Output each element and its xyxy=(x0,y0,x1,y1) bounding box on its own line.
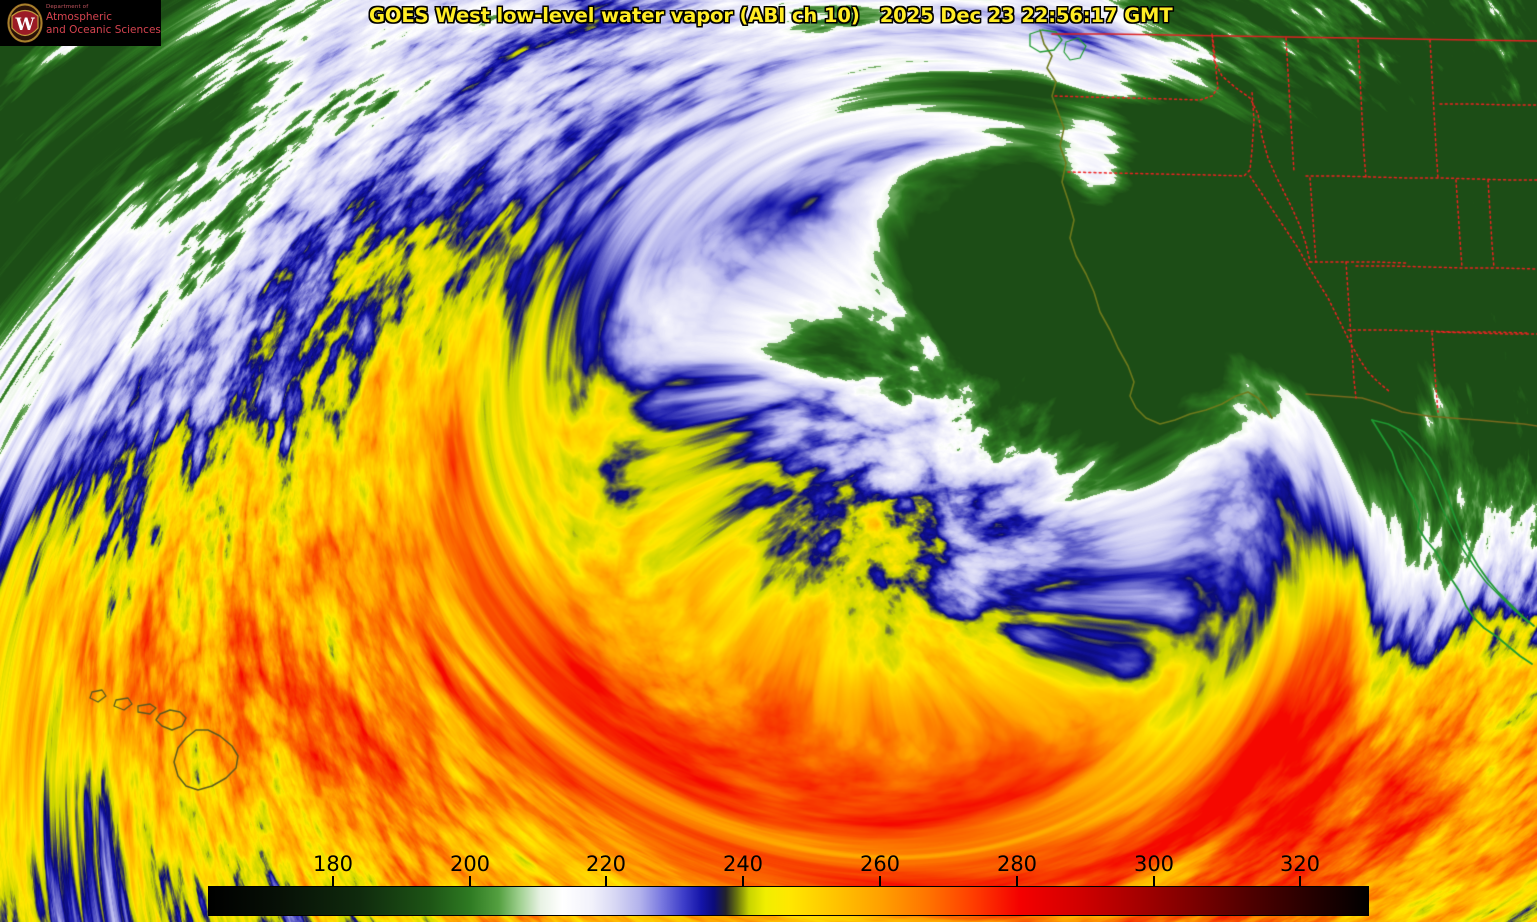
svg-text:W: W xyxy=(14,15,35,35)
logo-name-line2: and Oceanic Sciences xyxy=(46,24,161,36)
uw-crest-icon: W xyxy=(7,3,43,43)
logo-department-line: Department of xyxy=(46,4,89,10)
logo-name-line1: Atmospheric xyxy=(46,11,113,23)
uw-aos-logo-text: Department of Atmospheric and Oceanic Sc… xyxy=(46,4,161,37)
uw-aos-logo: W Department of Atmospheric and Oceanic … xyxy=(0,0,161,46)
